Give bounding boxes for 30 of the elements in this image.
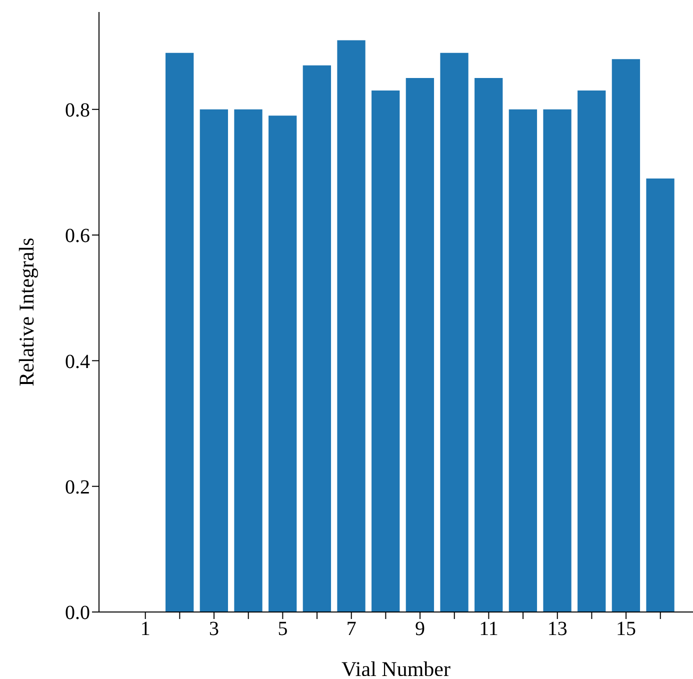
bar — [646, 178, 674, 612]
bar — [543, 109, 572, 612]
x-tick-label: 15 — [616, 618, 636, 640]
bar — [440, 52, 468, 612]
y-tick-label: 0.6 — [65, 225, 90, 248]
bar — [508, 109, 538, 612]
bar — [372, 90, 400, 612]
bar — [234, 109, 262, 612]
x-axis-title: Vial Number — [342, 657, 450, 679]
x-tick-label: 13 — [547, 618, 568, 640]
bar — [200, 109, 228, 612]
x-tick-label: 7 — [346, 618, 356, 640]
x-tick-label: 11 — [479, 618, 498, 640]
bar — [302, 65, 332, 612]
y-tick-label: 0.4 — [65, 350, 90, 373]
x-tick-label: 9 — [415, 618, 426, 640]
y-tick-label: 0.0 — [65, 602, 90, 624]
bar — [612, 59, 640, 612]
x-tick-label: 5 — [278, 618, 288, 640]
y-tick-label: 0.2 — [65, 476, 90, 498]
bar — [268, 116, 297, 612]
x-tick-label: 1 — [140, 618, 150, 640]
x-tick-label: 3 — [209, 618, 220, 640]
bar — [578, 90, 606, 612]
bar — [474, 78, 503, 612]
bar — [406, 78, 434, 612]
y-tick-label: 0.8 — [65, 99, 90, 122]
bar — [166, 52, 194, 612]
bar — [337, 40, 366, 612]
y-axis-title: Relative Integrals — [14, 238, 38, 386]
